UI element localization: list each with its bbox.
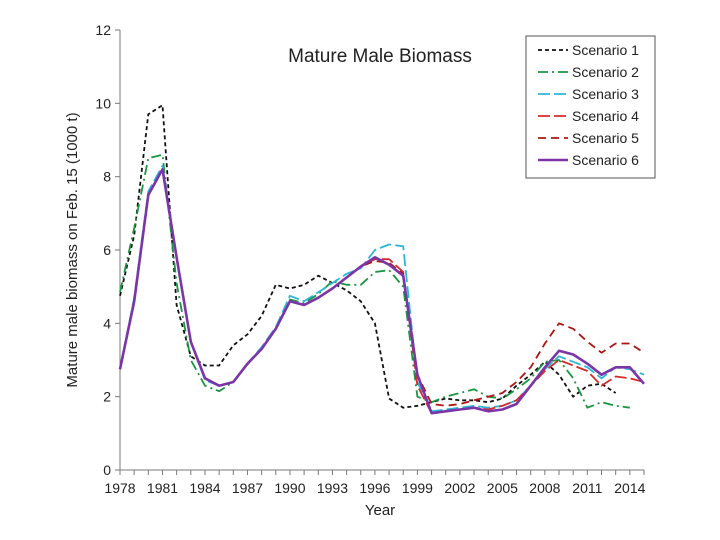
legend-label: Scenario 2 <box>572 64 639 80</box>
y-tick-label: 8 <box>103 169 111 185</box>
series-line-scenario-2 <box>119 153 630 409</box>
chart-title: Mature Male Biomass <box>288 46 472 67</box>
x-tick-label: 1990 <box>274 480 305 496</box>
x-tick-label: 1984 <box>189 480 220 496</box>
x-tick-label: 2008 <box>529 480 560 496</box>
x-tick-label: 2002 <box>444 480 475 496</box>
y-tick-label: 0 <box>103 462 111 478</box>
y-tick-label: 4 <box>103 315 111 331</box>
x-tick-label: 1996 <box>359 480 390 496</box>
y-axis-title: Mature male biomass on Feb. 15 (1000 t) <box>64 112 81 387</box>
y-tick-label: 12 <box>95 22 111 38</box>
y-tick-label: 6 <box>103 242 111 258</box>
series-layer <box>118 104 645 415</box>
legend-box <box>525 35 656 179</box>
legend-label: Scenario 3 <box>572 86 639 102</box>
series-line-scenario-1 <box>119 104 617 409</box>
x-tick-label: 1999 <box>402 480 433 496</box>
x-tick-label: 1978 <box>104 480 135 496</box>
series-line-scenario-6 <box>118 168 645 415</box>
legend-label: Scenario 1 <box>572 42 639 58</box>
x-axis-title: Year <box>365 502 395 519</box>
legend-label: Scenario 6 <box>572 152 639 168</box>
x-tick-label: 1993 <box>317 480 348 496</box>
legend-label: Scenario 5 <box>572 130 639 146</box>
y-tick-label: 10 <box>95 95 111 111</box>
axes: 0 2 4 6 8 10 12 1978 1981 1984 1987 1990 1993 1996 199… <box>95 22 645 496</box>
x-tick-label: 2011 <box>572 480 602 496</box>
legend-label: Scenario 4 <box>572 108 639 124</box>
x-tick-label: 1987 <box>232 480 263 496</box>
x-tick-label: 2005 <box>487 480 518 496</box>
x-tick-label: 1981 <box>147 480 178 496</box>
x-tick-label: 2014 <box>614 480 645 496</box>
series-line-scenario-3 <box>119 164 645 413</box>
y-tick-label: 2 <box>103 389 111 405</box>
legend: Scenario 1 Scenario 2 Scenario 3 Scenario 4… <box>525 35 656 179</box>
